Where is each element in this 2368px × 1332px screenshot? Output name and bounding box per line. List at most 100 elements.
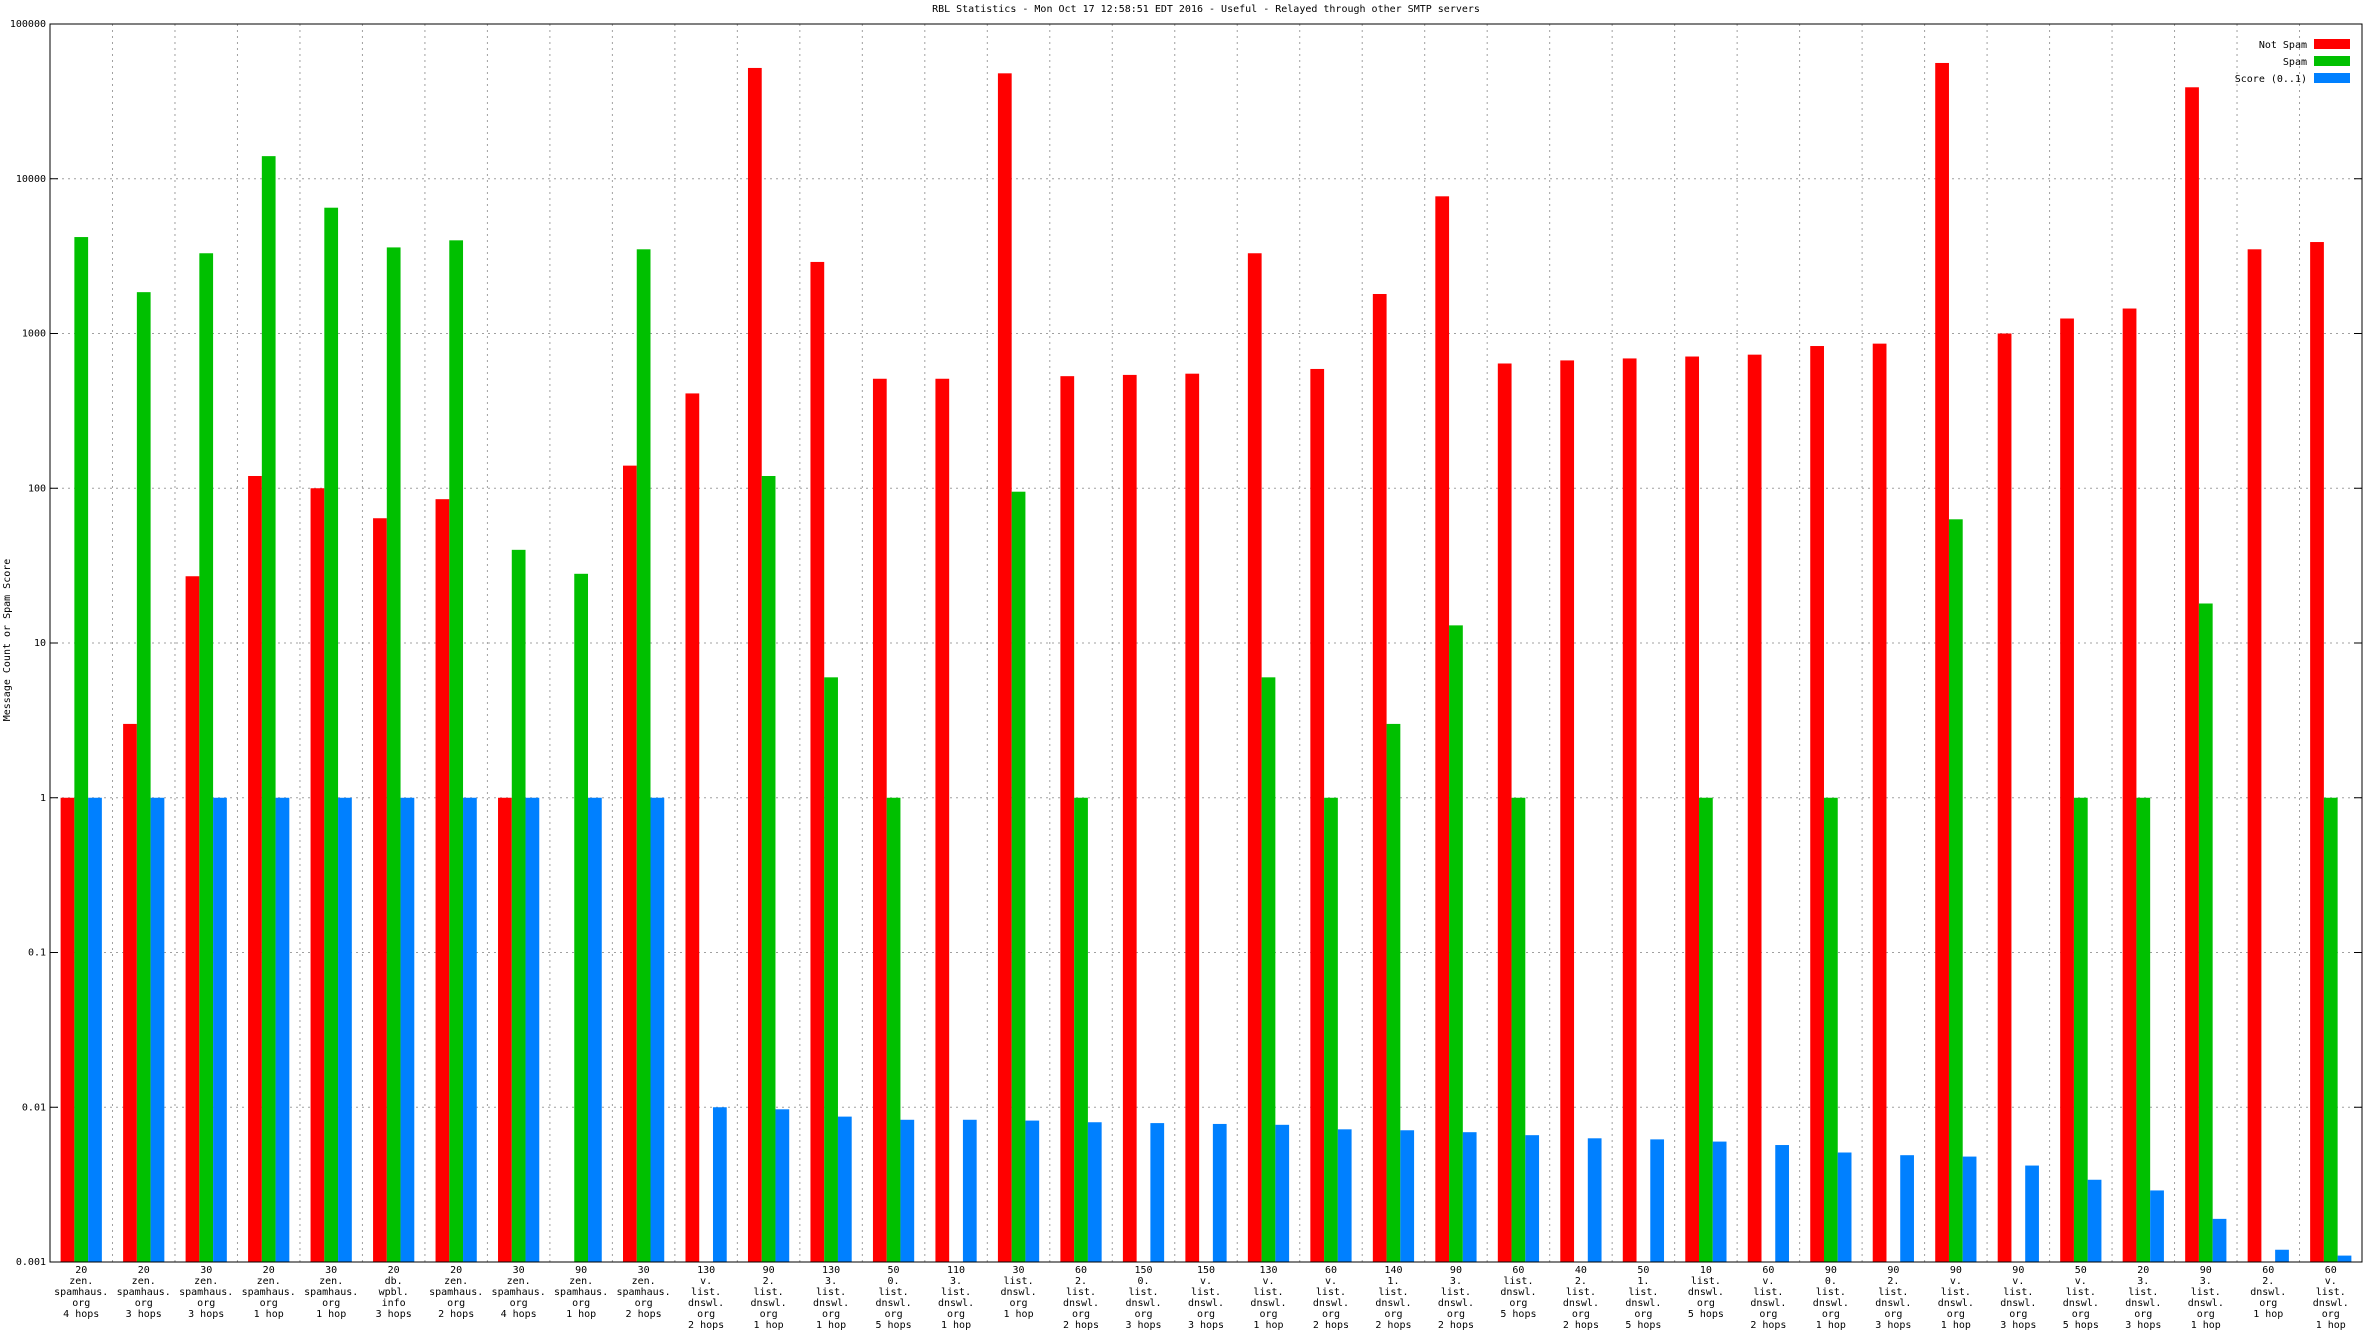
bar <box>1650 1139 1665 1262</box>
x-tick-label: dnswl. <box>2250 1287 2286 1298</box>
y-tick-label: 1 <box>40 793 46 804</box>
x-tick-label: 130 <box>697 1265 715 1276</box>
bar <box>88 797 102 1262</box>
bar <box>761 475 776 1262</box>
x-tick-label: 30 <box>200 1265 212 1276</box>
x-tick-label: 1 hop <box>941 1320 971 1331</box>
x-tick-label: spamhaus. <box>304 1287 358 1298</box>
bar <box>185 576 200 1262</box>
bar <box>310 488 325 1262</box>
x-tick-label: v. <box>1262 1276 1274 1287</box>
bar <box>1386 723 1401 1262</box>
bar <box>74 237 89 1263</box>
x-tick-label: org <box>197 1298 215 1309</box>
x-tick-label: org <box>1259 1309 1277 1320</box>
legend-label: Not Spam <box>2259 40 2307 51</box>
x-tick-label: 60 <box>2262 1265 2274 1276</box>
x-tick-label: dnswl. <box>1313 1298 1349 1309</box>
x-tick-label: dnswl. <box>2188 1298 2224 1309</box>
x-tick-label: list. <box>1941 1287 1971 1298</box>
x-tick-label: list. <box>941 1287 971 1298</box>
x-tick-label: org <box>1759 1309 1777 1320</box>
bar <box>1449 625 1463 1262</box>
x-tick-label: zen. <box>319 1276 343 1287</box>
x-tick-label: v. <box>1325 1276 1337 1287</box>
x-tick-label: wpbl. <box>379 1287 409 1298</box>
x-tick-label: list. <box>1066 1287 1096 1298</box>
x-tick-label: 1 hop <box>566 1309 596 1320</box>
x-tick-label: 60 <box>1325 1265 1337 1276</box>
x-tick-label: org <box>260 1298 278 1309</box>
x-tick-label: 2. <box>1575 1276 1587 1287</box>
x-tick-label: dnswl. <box>1938 1298 1974 1309</box>
x-tick-label: list. <box>1316 1287 1346 1298</box>
x-tick-label: org <box>1572 1309 1590 1320</box>
x-tick-label: 3 hops <box>1875 1320 1911 1331</box>
x-tick-label: org <box>1322 1309 1340 1320</box>
x-tick-label: list. <box>1566 1287 1596 1298</box>
bar <box>2198 603 2213 1262</box>
bar <box>435 499 450 1262</box>
x-tick-label: v. <box>2325 1276 2337 1287</box>
x-tick-label: org <box>1197 1309 1215 1320</box>
x-tick-label: dnswl. <box>876 1298 912 1309</box>
x-tick-label: v. <box>700 1276 712 1287</box>
x-tick-label: v. <box>2075 1276 2087 1287</box>
bar <box>1900 1155 1914 1262</box>
x-tick-label: 20 <box>263 1265 275 1276</box>
x-tick-label: list. <box>2066 1287 2096 1298</box>
bar <box>685 393 700 1262</box>
x-tick-label: list. <box>1128 1287 1158 1298</box>
x-tick-label: org <box>447 1298 465 1309</box>
x-tick-label: 2 hops <box>688 1320 724 1331</box>
x-tick-label: spamhaus. <box>492 1287 546 1298</box>
x-tick-label: org <box>1822 1309 1840 1320</box>
bar <box>872 378 887 1262</box>
x-tick-label: list. <box>2191 1287 2221 1298</box>
x-tick-label: dnswl. <box>1438 1298 1474 1309</box>
bar <box>2087 1179 2102 1262</box>
x-tick-label: list. <box>1003 1276 1033 1287</box>
x-tick-label: 1 hop <box>754 1320 784 1331</box>
x-tick-label: dnswl. <box>688 1298 724 1309</box>
x-tick-label: list. <box>879 1287 909 1298</box>
x-tick-label: list. <box>1753 1287 1783 1298</box>
x-tick-label: 5 hops <box>1500 1309 1536 1320</box>
x-tick-label: 60 <box>1075 1265 1087 1276</box>
x-tick-label: spamhaus. <box>117 1287 171 1298</box>
bar <box>1587 1138 1602 1262</box>
bar <box>1525 1135 1540 1262</box>
x-tick-label: spamhaus. <box>617 1287 671 1298</box>
x-tick-label: 3. <box>825 1276 837 1287</box>
x-tick-label: 130 <box>1259 1265 1277 1276</box>
x-tick-label: 150 <box>1197 1265 1215 1276</box>
bar <box>1150 1123 1165 1262</box>
bar <box>2025 1165 2039 1262</box>
x-tick-label: v. <box>1762 1276 1774 1287</box>
bar <box>1837 1152 1852 1262</box>
x-tick-label: 1 hop <box>2316 1320 2346 1331</box>
x-tick-label: 3 hops <box>1188 1320 1224 1331</box>
x-tick-label: org <box>885 1309 903 1320</box>
x-tick-label: list. <box>1378 1287 1408 1298</box>
legend-label: Spam <box>2283 57 2307 68</box>
x-tick-label: 3 hops <box>126 1309 162 1320</box>
x-tick-label: 3 hops <box>188 1309 224 1320</box>
x-tick-label: org <box>2134 1309 2152 1320</box>
x-tick-label: 2 hops <box>438 1309 474 1320</box>
x-tick-label: 30 <box>325 1265 337 1276</box>
bar <box>400 797 415 1262</box>
x-tick-label: 90 <box>1950 1265 1962 1276</box>
x-tick-label: 2 hops <box>1750 1320 1786 1331</box>
x-tick-label: list. <box>2316 1287 2346 1298</box>
bar <box>900 1119 915 1262</box>
bar <box>338 797 352 1262</box>
y-tick-label: 1000 <box>22 329 46 340</box>
x-tick-label: 3. <box>950 1276 962 1287</box>
x-tick-label: org <box>2072 1309 2090 1320</box>
bar <box>498 797 512 1262</box>
x-tick-label: 2 hops <box>1438 1320 1474 1331</box>
x-tick-label: dnswl. <box>1063 1298 1099 1309</box>
bar <box>2185 87 2199 1263</box>
x-tick-label: 1 hop <box>2253 1309 2283 1320</box>
